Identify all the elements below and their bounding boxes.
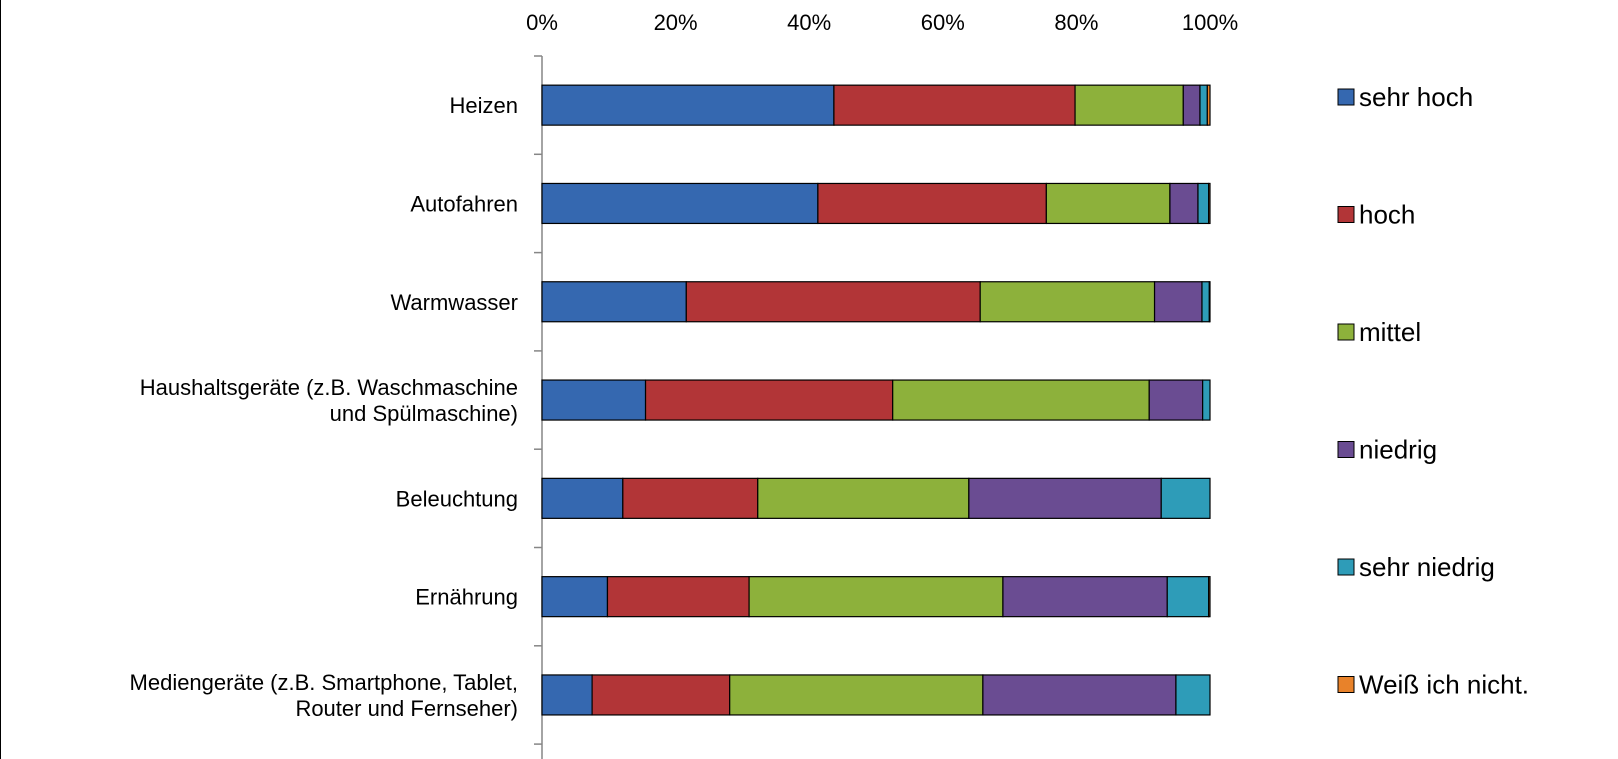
bar-segment-sehr-hoch <box>541 576 609 618</box>
bar-segment-sehr-hoch <box>541 674 593 716</box>
legend-swatch-sehr-hoch <box>1337 88 1355 106</box>
x-tick-label: 20% <box>654 10 698 35</box>
bar-segment-weiß-ich-nicht <box>1208 576 1211 618</box>
legend-label-mittel: mittel <box>1359 317 1421 347</box>
legend-swatch-mittel <box>1337 323 1355 341</box>
legend-swatch-niedrig <box>1337 441 1355 458</box>
bar-segment-mittel <box>757 477 970 519</box>
bar-segment-mittel <box>1074 84 1184 126</box>
bar-segment-weiß-ich-nicht <box>1208 281 1211 323</box>
bar-segment-sehr-niedrig <box>1201 281 1210 323</box>
category-label: Mediengeräte (z.B. Smartphone, Tablet, Ro… <box>130 670 518 721</box>
bar-segment-niedrig <box>1153 281 1203 323</box>
bar-segment-sehr-niedrig <box>1197 182 1210 225</box>
bar-segment-sehr-hoch <box>541 281 687 323</box>
bar-segment-hoch <box>644 379 894 421</box>
bar-segment-sehr-hoch <box>541 182 819 225</box>
bar-segment-hoch <box>591 674 731 716</box>
bar-segment-mittel <box>729 674 984 716</box>
bar-segment-niedrig <box>968 477 1162 519</box>
x-tick-label: 0% <box>526 10 558 35</box>
bar-segment-sehr-niedrig <box>1175 674 1211 716</box>
x-tick-label: 100% <box>1182 10 1238 35</box>
x-tick-label: 60% <box>921 10 965 35</box>
bar-segment-weiß-ich-nicht <box>1206 84 1211 126</box>
category-label: Haushaltsgeräte (z.B. Waschmaschine und S… <box>140 375 518 426</box>
bar-segment-weiß-ich-nicht <box>1208 182 1211 225</box>
bar-segment-sehr-hoch <box>541 477 624 519</box>
bar-segment-hoch <box>833 84 1076 126</box>
bar-segment-mittel <box>892 379 1150 421</box>
category-label: Heizen <box>450 93 518 118</box>
bar-segment-mittel <box>979 281 1156 323</box>
legend-swatch-hoch <box>1337 206 1355 223</box>
legend-label-hoch: hoch <box>1359 200 1415 230</box>
plot-area: 0% 20% 40% 60% 80% 100% Heizen Autofahren Warmwa… <box>130 10 1238 759</box>
bar-segment-sehr-niedrig <box>1160 477 1211 519</box>
bar-segment-niedrig <box>982 674 1177 716</box>
bar-segment-hoch <box>622 477 759 519</box>
bar-segment-hoch <box>817 182 1047 225</box>
bar-segment-sehr-hoch <box>541 84 835 126</box>
category-label: Autofahren <box>410 191 518 216</box>
x-tick-label: 80% <box>1054 10 1098 35</box>
bar-segment-sehr-niedrig <box>1166 576 1210 618</box>
legend-swatch-weiß-ich-nicht <box>1337 676 1355 693</box>
bar-segment-hoch <box>685 281 981 323</box>
category-label: Beleuchtung <box>396 486 518 511</box>
bar-segment-sehr-hoch <box>541 379 647 421</box>
bar-segment-niedrig <box>1002 576 1168 618</box>
legend-label-sehr-hoch: sehr hoch <box>1359 82 1473 112</box>
legend-swatch-sehr-niedrig <box>1337 558 1355 576</box>
category-label: Warmwasser <box>390 290 518 315</box>
bar-segment-niedrig <box>1182 84 1201 126</box>
legend-label-weiß-ich-nicht: Weiß ich nicht. <box>1359 670 1529 700</box>
bar-segment-mittel <box>748 576 1004 618</box>
bar-segment-sehr-niedrig <box>1202 379 1211 421</box>
bar-segment-niedrig <box>1148 379 1204 421</box>
bar-segment-hoch <box>606 576 750 618</box>
bar-segment-mittel <box>1045 182 1171 225</box>
legend: sehr hoch hoch mittel niedrig sehr niedrig We… <box>1337 82 1529 700</box>
category-label: Ernährung <box>415 585 518 610</box>
legend-label-sehr-niedrig: sehr niedrig <box>1359 552 1495 582</box>
legend-label-niedrig: niedrig <box>1359 435 1437 465</box>
bar-segment-sehr-niedrig <box>1199 84 1208 126</box>
bar-segment-niedrig <box>1169 182 1199 225</box>
x-tick-label: 40% <box>787 10 831 35</box>
